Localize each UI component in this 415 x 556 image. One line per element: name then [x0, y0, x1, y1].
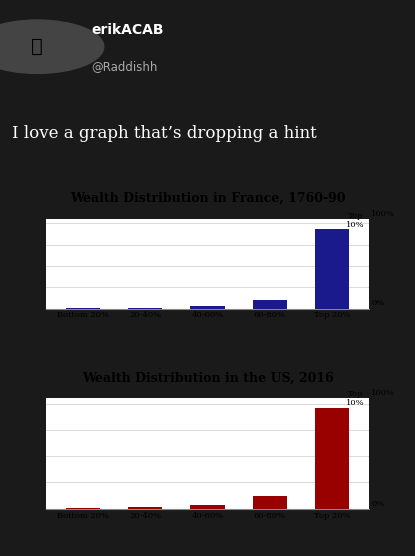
Bar — [190, 504, 225, 509]
Text: 0%: 0% — [371, 300, 385, 307]
Bar — [190, 306, 225, 309]
Bar — [315, 229, 349, 309]
Text: I love a graph that’s dropping a hint: I love a graph that’s dropping a hint — [12, 125, 317, 142]
Bar — [128, 507, 162, 509]
Text: Wealth Distribution in France, 1760-90: Wealth Distribution in France, 1760-90 — [70, 192, 345, 205]
Text: @Raddishh: @Raddishh — [91, 60, 158, 73]
Bar — [315, 408, 349, 509]
Text: 😬: 😬 — [32, 37, 43, 56]
Text: 100%: 100% — [371, 210, 395, 218]
Text: Wealth Distribution in the US, 2016: Wealth Distribution in the US, 2016 — [82, 371, 333, 385]
Text: Top
10%: Top 10% — [347, 390, 365, 408]
Bar — [253, 496, 287, 509]
Bar — [253, 300, 287, 309]
Text: erikACAB: erikACAB — [91, 23, 164, 37]
Circle shape — [0, 20, 104, 73]
Bar — [128, 307, 162, 309]
Text: Top
10%: Top 10% — [347, 212, 365, 229]
Text: 0%: 0% — [371, 500, 385, 508]
Text: 100%: 100% — [371, 389, 395, 398]
